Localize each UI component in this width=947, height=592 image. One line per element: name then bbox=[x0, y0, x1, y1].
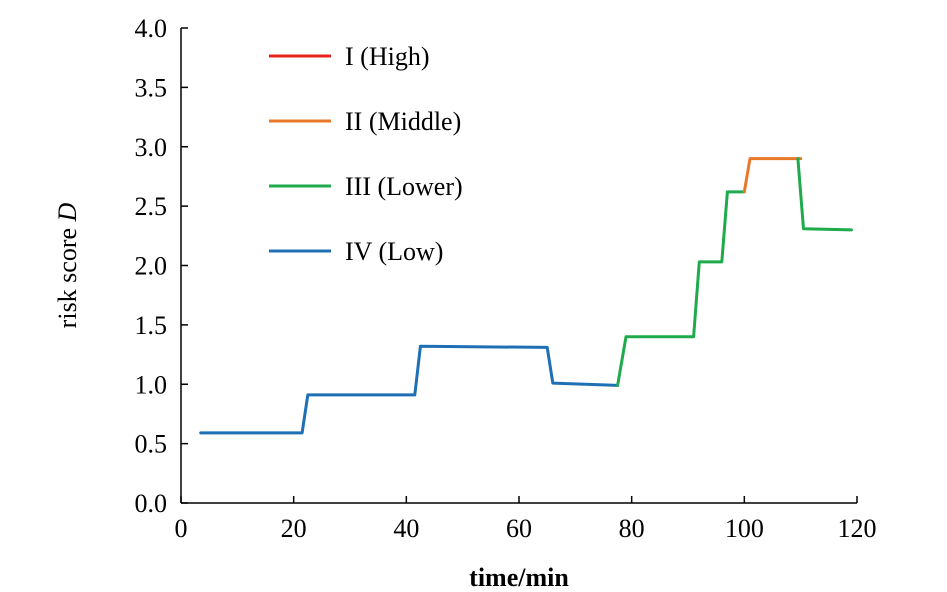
x-tick-label-60: 60 bbox=[506, 514, 532, 543]
y-tick-label-0.5: 0.5 bbox=[135, 430, 168, 459]
x-tick-label-80: 80 bbox=[619, 514, 645, 543]
y-axis-title-prefix: risk score bbox=[53, 221, 82, 328]
x-axis-title: time/min bbox=[469, 563, 569, 592]
y-tick-label-2.5: 2.5 bbox=[135, 192, 168, 221]
y-tick-label-1.5: 1.5 bbox=[135, 311, 168, 340]
y-ticks: 0.0 0.5 1.0 1.5 2.0 2.5 3.0 3.5 4.0 bbox=[135, 14, 188, 518]
y-tick-label-3.5: 3.5 bbox=[135, 73, 168, 102]
series-line-1 bbox=[616, 190, 746, 387]
series-line-3 bbox=[796, 157, 853, 232]
x-tick-label-20: 20 bbox=[281, 514, 307, 543]
x-tick-label-120: 120 bbox=[838, 514, 877, 543]
x-tick-label-100: 100 bbox=[725, 514, 764, 543]
x-ticks: 0 20 40 60 80 100 120 bbox=[175, 496, 877, 543]
legend: I (High) II (Middle) III (Lower) IV (Low) bbox=[269, 42, 463, 266]
y-axis-title-symbol: D bbox=[53, 202, 82, 222]
x-tick-label-0: 0 bbox=[175, 514, 188, 543]
series-line-2 bbox=[742, 157, 803, 194]
series-group bbox=[199, 157, 853, 435]
legend-label-2: III (Lower) bbox=[345, 172, 463, 201]
legend-label-0: I (High) bbox=[345, 42, 429, 71]
y-tick-label-1.0: 1.0 bbox=[135, 370, 168, 399]
y-tick-label-2.0: 2.0 bbox=[135, 252, 168, 281]
y-axis-title: risk score D bbox=[53, 202, 82, 328]
series-line-0 bbox=[199, 344, 620, 435]
y-tick-label-3.0: 3.0 bbox=[135, 133, 168, 162]
x-tick-label-40: 40 bbox=[393, 514, 419, 543]
y-tick-label-4.0: 4.0 bbox=[135, 14, 168, 43]
legend-label-3: IV (Low) bbox=[345, 237, 443, 266]
legend-label-1: II (Middle) bbox=[345, 107, 461, 136]
y-tick-label-0.0: 0.0 bbox=[135, 489, 168, 518]
